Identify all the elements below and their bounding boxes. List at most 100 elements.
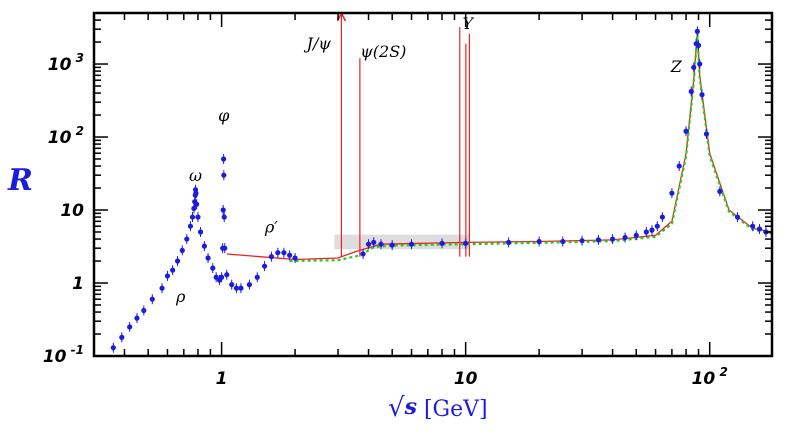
data-point bbox=[463, 240, 469, 246]
data-point bbox=[254, 274, 260, 280]
data-point bbox=[221, 214, 227, 220]
data-point bbox=[378, 241, 384, 247]
data-point bbox=[439, 240, 445, 246]
data-point bbox=[560, 238, 566, 245]
data-point bbox=[170, 267, 176, 273]
annotations: ρ ω φ ρ′ J/ψ ψ(2S) Υ Z bbox=[175, 14, 683, 306]
data-point bbox=[360, 251, 366, 257]
data-point bbox=[179, 247, 185, 253]
theory-curve-line bbox=[226, 32, 773, 261]
annotation-label: φ bbox=[218, 106, 230, 125]
y-tick-label: 1 bbox=[72, 274, 84, 294]
data-point bbox=[734, 214, 741, 220]
data-point bbox=[408, 241, 415, 247]
data-point bbox=[683, 128, 689, 134]
data-point bbox=[174, 258, 181, 264]
data-point bbox=[649, 227, 655, 233]
data-point bbox=[654, 223, 660, 229]
y-axis-label: R bbox=[7, 163, 33, 198]
data-point bbox=[756, 226, 763, 232]
axes: 10 -1 1 10 10 2 10 3 1 10 10 2 bbox=[43, 12, 772, 389]
annotation-label: ψ(2S) bbox=[360, 42, 406, 61]
data-point bbox=[134, 315, 140, 321]
data-point bbox=[506, 239, 512, 245]
theory-curve-dotted bbox=[289, 33, 773, 263]
data-point bbox=[643, 229, 649, 235]
data-point bbox=[268, 254, 275, 260]
data-point bbox=[703, 131, 710, 137]
data-point bbox=[275, 250, 281, 256]
annotation-label: J/ψ bbox=[304, 34, 332, 53]
data-point bbox=[224, 272, 230, 278]
data-point bbox=[750, 223, 756, 229]
data-point bbox=[197, 229, 204, 235]
data-point bbox=[159, 285, 165, 291]
data-point bbox=[191, 205, 197, 212]
annotation-label: ρ bbox=[175, 287, 186, 306]
data-point bbox=[622, 234, 628, 241]
data-point bbox=[694, 28, 700, 34]
data-point bbox=[219, 274, 225, 280]
data-point bbox=[193, 190, 199, 196]
data-point bbox=[221, 156, 227, 162]
data-point bbox=[127, 324, 133, 330]
data-point bbox=[609, 236, 616, 242]
y-tick-label: 10 3 bbox=[48, 51, 84, 75]
data-point bbox=[695, 42, 702, 48]
data-point bbox=[659, 214, 666, 220]
data-point bbox=[119, 334, 125, 340]
data-point bbox=[717, 188, 723, 194]
data-point bbox=[699, 92, 705, 98]
data-point bbox=[676, 163, 682, 169]
data-point bbox=[233, 285, 240, 291]
data-point bbox=[222, 245, 228, 251]
x-axis-label-unit: [GeV] bbox=[417, 397, 488, 422]
data-point bbox=[110, 345, 116, 351]
data-point bbox=[281, 250, 287, 256]
data-point bbox=[595, 237, 602, 243]
data-point bbox=[579, 238, 585, 244]
data-point bbox=[365, 241, 372, 247]
measurement-band bbox=[334, 234, 470, 250]
data-point bbox=[633, 232, 639, 238]
annotation-label: Υ bbox=[462, 14, 474, 33]
data-point bbox=[287, 252, 293, 258]
data-point bbox=[389, 242, 395, 248]
data-point bbox=[261, 263, 268, 269]
y-tick-label: 10 bbox=[60, 201, 84, 221]
data-point bbox=[697, 61, 703, 67]
data-point bbox=[229, 282, 235, 288]
data-point bbox=[691, 64, 697, 70]
x-tick-label: 1 bbox=[216, 369, 228, 389]
data-point bbox=[220, 207, 226, 213]
annotation-label: ρ′ bbox=[264, 218, 278, 237]
y-tick-label: 10 -1 bbox=[43, 343, 84, 367]
data-point bbox=[184, 236, 190, 242]
data-point bbox=[164, 273, 171, 279]
data-point bbox=[246, 282, 253, 288]
x-axis-label-sqrt: √ bbox=[388, 393, 405, 423]
x-axis-label-var: s bbox=[404, 394, 417, 420]
data-point bbox=[221, 172, 227, 178]
plot-frame bbox=[92, 11, 774, 358]
data-point bbox=[688, 88, 694, 95]
data-point bbox=[187, 223, 194, 229]
data-point bbox=[292, 255, 298, 261]
data-point bbox=[238, 285, 244, 291]
x-axis-label: √s [GeV] bbox=[388, 393, 488, 423]
y-tick-label: 10 2 bbox=[48, 124, 84, 148]
plot-area bbox=[110, 11, 773, 353]
data-point bbox=[536, 238, 542, 245]
data-point bbox=[194, 201, 200, 207]
data-point bbox=[205, 255, 211, 261]
annotation-label: ω bbox=[189, 166, 202, 185]
data-point bbox=[149, 296, 155, 302]
annotation-label: Z bbox=[670, 57, 683, 76]
data-point bbox=[210, 265, 216, 271]
data-point bbox=[195, 214, 201, 220]
data-point bbox=[189, 214, 196, 220]
x-tick-label: 10 bbox=[454, 369, 478, 389]
x-tick-label: 10 2 bbox=[692, 365, 728, 389]
data-point bbox=[141, 307, 147, 314]
